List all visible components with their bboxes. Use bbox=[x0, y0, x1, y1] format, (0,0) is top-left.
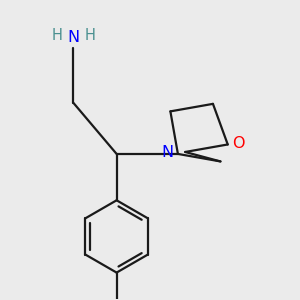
Text: N: N bbox=[162, 145, 174, 160]
Text: N: N bbox=[67, 30, 80, 45]
Text: H: H bbox=[84, 28, 95, 43]
Text: O: O bbox=[232, 136, 245, 151]
Text: H: H bbox=[52, 28, 62, 43]
